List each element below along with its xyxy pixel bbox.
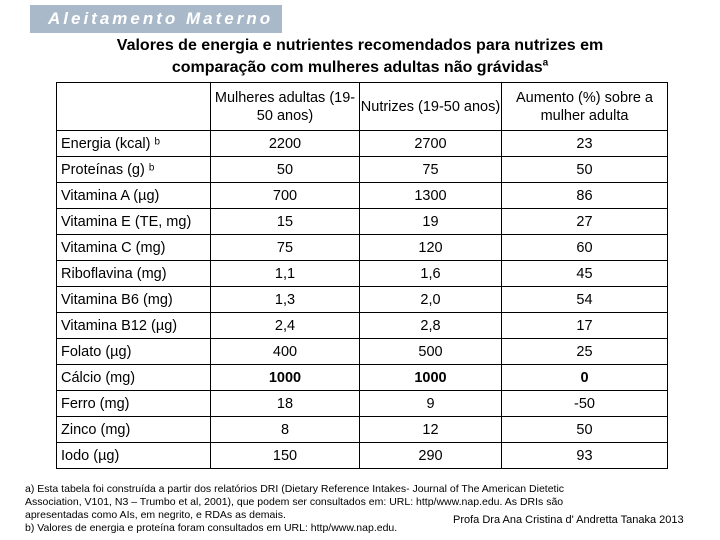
cell-increase: 27 xyxy=(501,208,668,235)
cell-increase: 0 xyxy=(501,364,668,391)
cell-increase: 23 xyxy=(501,130,668,157)
footnotes: a) Esta tabela foi construída a partir d… xyxy=(25,483,715,535)
row-label: Vitamina E (TE, mg) xyxy=(56,208,211,235)
table-row: Iodo (µg) 150 290 93 xyxy=(56,442,668,469)
title-line-2: comparação com mulheres adultas não gráv… xyxy=(171,57,549,76)
header-adult: Mulheres adultas (19-50 anos) xyxy=(210,82,360,131)
table-row: Vitamina B6 (mg) 1,3 2,0 54 xyxy=(56,286,668,313)
cell-adult: 1000 xyxy=(210,364,360,391)
cell-adult: 150 xyxy=(210,442,360,469)
cell-lactating: 120 xyxy=(359,234,502,261)
table-row: Energia (kcal) ᵇ 2200 2700 23 xyxy=(56,130,668,157)
cell-adult: 50 xyxy=(210,156,360,183)
cell-adult: 15 xyxy=(210,208,360,235)
footnote-line: b) Valores de energia e proteína foram c… xyxy=(25,522,398,534)
cell-lactating: 9 xyxy=(359,390,502,417)
row-label: Riboflavina (mg) xyxy=(56,260,211,287)
cell-lactating: 75 xyxy=(359,156,502,183)
cell-adult: 2,4 xyxy=(210,312,360,339)
table-row: Proteínas (g) ᵇ 50 75 50 xyxy=(56,156,668,183)
row-label: Cálcio (mg) xyxy=(56,364,211,391)
cell-lactating: 1000 xyxy=(359,364,502,391)
title-line-1: Valores de energia e nutrientes recomend… xyxy=(116,37,604,54)
header-tag: Aleitamento Materno xyxy=(30,5,282,33)
cell-lactating: 2,8 xyxy=(359,312,502,339)
cell-adult: 2200 xyxy=(210,130,360,157)
table-row: Vitamina E (TE, mg) 15 19 27 xyxy=(56,208,668,235)
cell-increase: 93 xyxy=(501,442,668,469)
row-label: Vitamina B6 (mg) xyxy=(56,286,211,313)
cell-adult: 75 xyxy=(210,234,360,261)
row-label: Zinco (mg) xyxy=(56,416,211,443)
row-label: Vitamina B12 (µg) xyxy=(56,312,211,339)
author-credit: Profa Dra Ana Cristina d' Andretta Tanak… xyxy=(453,514,684,526)
cell-lactating: 12 xyxy=(359,416,502,443)
cell-increase: 50 xyxy=(501,416,668,443)
table-row: Cálcio (mg) 1000 1000 0 xyxy=(56,364,668,391)
cell-increase: 50 xyxy=(501,156,668,183)
cell-lactating: 500 xyxy=(359,338,502,365)
cell-adult: 1,1 xyxy=(210,260,360,287)
row-label: Proteínas (g) ᵇ xyxy=(56,156,211,183)
page-title: Valores de energia e nutrientes recomend… xyxy=(60,35,660,79)
cell-increase: 86 xyxy=(501,182,668,209)
footnote-line: a) Esta tabela foi construída a partir d… xyxy=(25,483,565,495)
row-label: Iodo (µg) xyxy=(56,442,211,469)
header-empty xyxy=(56,82,211,131)
cell-lactating: 290 xyxy=(359,442,502,469)
cell-lactating: 19 xyxy=(359,208,502,235)
cell-adult: 18 xyxy=(210,390,360,417)
cell-increase: 17 xyxy=(501,312,668,339)
row-label: Vitamina A (µg) xyxy=(56,182,211,209)
cell-lactating: 1300 xyxy=(359,182,502,209)
row-label: Vitamina C (mg) xyxy=(56,234,211,261)
cell-increase: -50 xyxy=(501,390,668,417)
cell-adult: 1,3 xyxy=(210,286,360,313)
table-row: Vitamina A (µg) 700 1300 86 xyxy=(56,182,668,209)
table-row: Vitamina B12 (µg) 2,4 2,8 17 xyxy=(56,312,668,339)
cell-adult: 400 xyxy=(210,338,360,365)
cell-increase: 60 xyxy=(501,234,668,261)
cell-adult: 700 xyxy=(210,182,360,209)
header-increase: Aumento (%) sobre a mulher adulta xyxy=(501,82,668,131)
cell-adult: 8 xyxy=(210,416,360,443)
table-row: Ferro (mg) 18 9 -50 xyxy=(56,390,668,417)
row-label: Energia (kcal) ᵇ xyxy=(56,130,211,157)
footnote-line: Association, V101, N3 – Trumbo et al, 20… xyxy=(25,496,564,508)
table-row: Riboflavina (mg) 1,1 1,6 45 xyxy=(56,260,668,287)
footnote-line: apresentadas como AIs, em negrito, e RDA… xyxy=(25,509,286,521)
table-row: Folato (µg) 400 500 25 xyxy=(56,338,668,365)
cell-lactating: 1,6 xyxy=(359,260,502,287)
cell-lactating: 2700 xyxy=(359,130,502,157)
nutrient-table: Mulheres adultas (19-50 anos) Nutrizes (… xyxy=(56,82,668,469)
cell-lactating: 2,0 xyxy=(359,286,502,313)
table-header-row: Mulheres adultas (19-50 anos) Nutrizes (… xyxy=(56,82,668,131)
cell-increase: 54 xyxy=(501,286,668,313)
row-label: Ferro (mg) xyxy=(56,390,211,417)
cell-increase: 45 xyxy=(501,260,668,287)
title-superscript: a xyxy=(542,57,549,69)
table-row: Vitamina C (mg) 75 120 60 xyxy=(56,234,668,261)
row-label: Folato (µg) xyxy=(56,338,211,365)
cell-increase: 25 xyxy=(501,338,668,365)
table-row: Zinco (mg) 8 12 50 xyxy=(56,416,668,443)
header-lactating: Nutrizes (19-50 anos) xyxy=(359,82,502,131)
